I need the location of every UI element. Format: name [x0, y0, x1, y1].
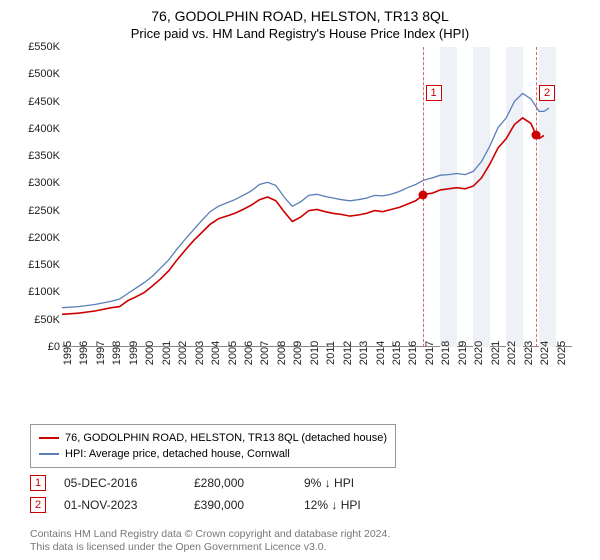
series-price_paid [62, 118, 544, 314]
sale-number-box: 2 [30, 497, 46, 513]
sale-row: 2 01-NOV-2023£390,00012% ↓ HPI [30, 494, 414, 516]
sale-row: 1 05-DEC-2016£280,0009% ↓ HPI [30, 472, 414, 494]
legend-row: 76, GODOLPHIN ROAD, HELSTON, TR13 8QL (d… [39, 430, 387, 446]
footer-attribution: Contains HM Land Registry data © Crown c… [30, 528, 390, 554]
callout-box: 1 [426, 85, 442, 101]
x-tick-label: 2009 [292, 341, 304, 365]
legend-swatch [39, 453, 59, 455]
x-tick-label: 2003 [194, 341, 206, 365]
legend-label: HPI: Average price, detached house, Corn… [65, 446, 290, 462]
x-tick-label: 2024 [539, 341, 551, 365]
x-tick-label: 2010 [309, 341, 321, 365]
legend-swatch [39, 437, 59, 439]
legend-row: HPI: Average price, detached house, Corn… [39, 446, 387, 462]
x-tick-label: 2015 [391, 341, 403, 365]
x-tick-label: 1995 [62, 341, 74, 365]
y-tick-label: £200K [20, 232, 60, 244]
x-tick-label: 2023 [523, 341, 535, 365]
x-tick-label: 2021 [490, 341, 502, 365]
x-tick-label: 2011 [325, 341, 337, 365]
chart-lines [62, 47, 572, 347]
arrow-down-icon: ↓ [331, 498, 337, 512]
x-tick-label: 2017 [424, 341, 436, 365]
chart-title: 76, GODOLPHIN ROAD, HELSTON, TR13 8QL [0, 0, 600, 24]
x-tick-label: 2013 [358, 341, 370, 365]
x-tick-label: 2008 [276, 341, 288, 365]
x-tick-label: 2014 [375, 341, 387, 365]
x-tick-label: 2020 [473, 341, 485, 365]
x-tick-label: 2022 [506, 341, 518, 365]
y-tick-label: £400K [20, 123, 60, 135]
x-tick-label: 1996 [78, 341, 90, 365]
y-tick-label: £150K [20, 259, 60, 271]
sale-marker [418, 191, 427, 200]
y-tick-label: £0 [20, 341, 60, 353]
legend: 76, GODOLPHIN ROAD, HELSTON, TR13 8QL (d… [30, 424, 396, 468]
sale-number-box: 1 [30, 475, 46, 491]
y-tick-label: £250K [20, 205, 60, 217]
callout-box: 2 [539, 85, 555, 101]
x-tick-label: 2001 [161, 341, 173, 365]
y-tick-label: £500K [20, 68, 60, 80]
chart-subtitle: Price paid vs. HM Land Registry's House … [0, 24, 600, 47]
sale-marker [532, 131, 541, 140]
footer-line1: Contains HM Land Registry data © Crown c… [30, 528, 390, 541]
y-tick-label: £450K [20, 96, 60, 108]
x-tick-label: 2004 [210, 341, 222, 365]
y-tick-label: £50K [20, 314, 60, 326]
sales-table: 1 05-DEC-2016£280,0009% ↓ HPI 2 01-NOV-2023… [30, 472, 414, 516]
chart-area: £0 £50K £100K £150K £200K £250K £300K £350K £400… [20, 47, 580, 377]
arrow-down-icon: ↓ [325, 476, 331, 490]
event-vline [536, 47, 537, 347]
series-hpi [62, 93, 549, 307]
sale-price: £390,000 [194, 498, 304, 512]
x-tick-label: 2012 [342, 341, 354, 365]
x-tick-label: 2018 [440, 341, 452, 365]
x-tick-label: 2025 [556, 341, 568, 365]
x-tick-label: 2016 [407, 341, 419, 365]
x-tick-label: 2002 [177, 341, 189, 365]
sale-pct-vs-hpi: 12% ↓ HPI [304, 498, 414, 513]
legend-label: 76, GODOLPHIN ROAD, HELSTON, TR13 8QL (d… [65, 430, 387, 446]
sale-pct-vs-hpi: 9% ↓ HPI [304, 476, 414, 491]
sale-date: 05-DEC-2016 [64, 476, 194, 490]
x-tick-label: 2000 [144, 341, 156, 365]
x-tick-label: 2005 [227, 341, 239, 365]
x-tick-label: 1999 [128, 341, 140, 365]
x-tick-label: 1997 [95, 341, 107, 365]
y-tick-label: £350K [20, 150, 60, 162]
footer-line2: This data is licensed under the Open Gov… [30, 541, 390, 554]
y-tick-label: £100K [20, 286, 60, 298]
y-tick-label: £550K [20, 41, 60, 53]
sale-price: £280,000 [194, 476, 304, 490]
x-tick-label: 2019 [457, 341, 469, 365]
x-tick-label: 2006 [243, 341, 255, 365]
x-tick-label: 2007 [259, 341, 271, 365]
x-tick-label: 1998 [111, 341, 123, 365]
y-tick-label: £300K [20, 177, 60, 189]
plot-area: 12 [62, 47, 572, 347]
sale-date: 01-NOV-2023 [64, 498, 194, 512]
